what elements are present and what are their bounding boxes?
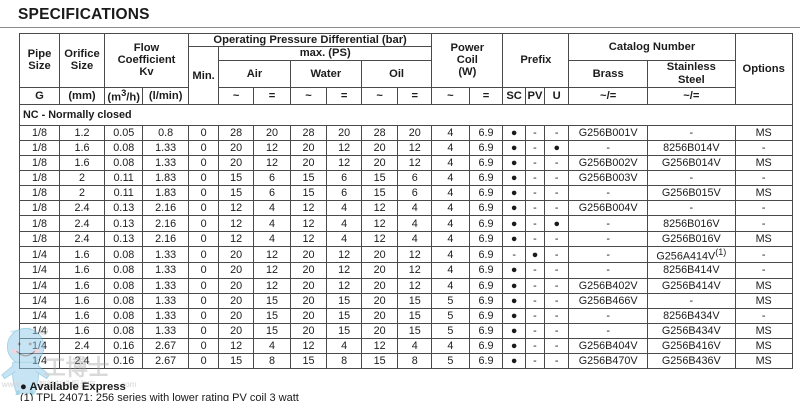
svg-text:www.: www. <box>1 380 22 389</box>
